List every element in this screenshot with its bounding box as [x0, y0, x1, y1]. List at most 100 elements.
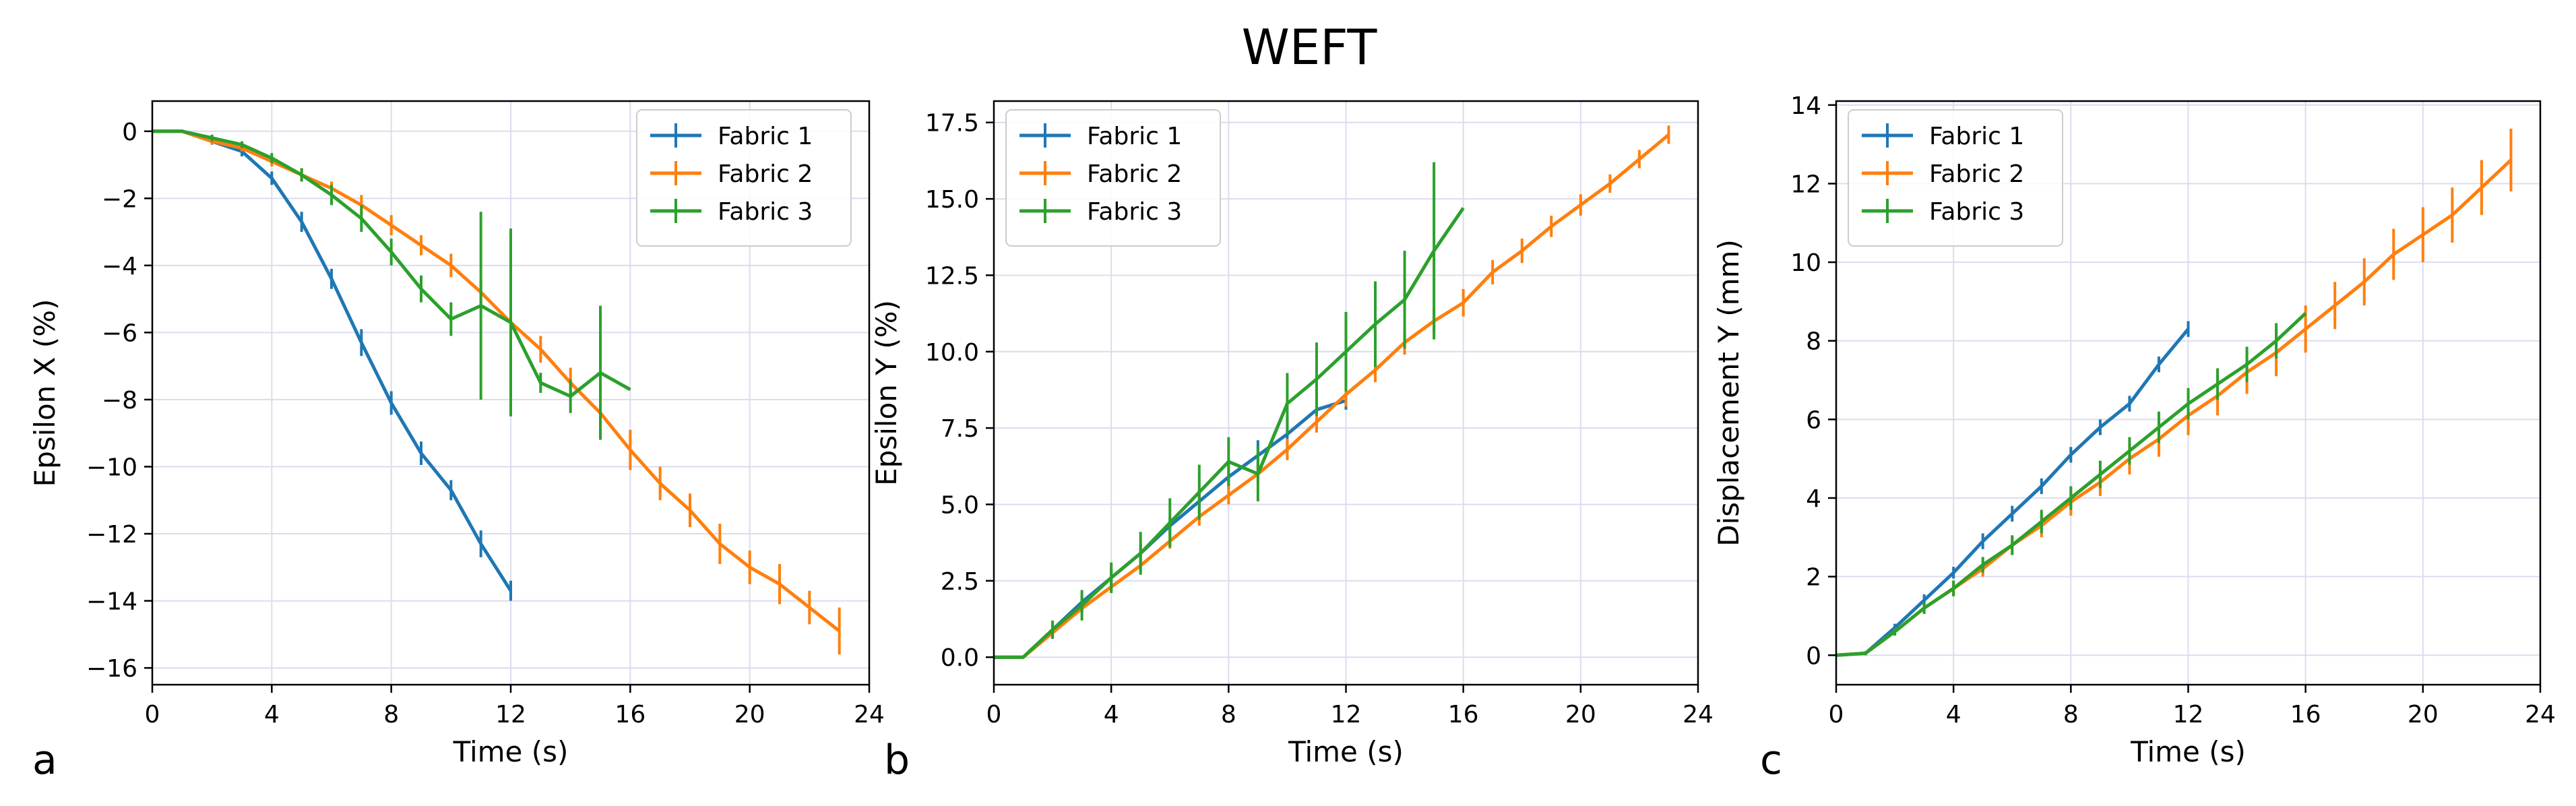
x-tick-label: 4	[264, 701, 280, 728]
panel-b: 0 4 8 12 16 20 24 0.0 2.5 5.0 7.5 10.0 12.5 15.0 17.5 T…	[870, 100, 1714, 784]
data-point	[480, 305, 482, 307]
y-tick-label: 5.0	[941, 491, 979, 519]
y-tick-label: 17.5	[925, 110, 979, 137]
panel-label: c	[1760, 737, 1782, 784]
legend-label: Fabric 1	[1929, 123, 2024, 150]
x-tick-label: 16	[2290, 701, 2321, 728]
legend: Fabric 1 Fabric 2 Fabric 3	[636, 109, 852, 247]
y-tick-label: 12.5	[925, 262, 979, 290]
series-line	[994, 133, 1670, 659]
y-tick-label: 4	[1806, 485, 1821, 513]
figure-title: WEFT	[1242, 19, 1378, 75]
x-tick-label: 0	[986, 701, 1002, 728]
x-axis-label: Time (s)	[453, 735, 569, 768]
data-point	[2158, 364, 2160, 365]
panel-label: a	[32, 737, 57, 784]
legend-label: Fabric 1	[1087, 123, 1182, 150]
data-point	[480, 543, 482, 545]
data-point	[1286, 403, 1288, 404]
data-point	[2393, 253, 2394, 255]
y-tick-label: 15.0	[925, 186, 979, 214]
data-point	[2451, 214, 2453, 216]
data-point	[1668, 134, 1669, 135]
x-tick-label: 12	[495, 701, 526, 728]
y-tick-label: −2	[102, 185, 137, 213]
y-axis-label: Epsilon Y (%)	[870, 300, 903, 486]
series-3	[994, 162, 1465, 659]
legend: Fabric 1 Fabric 2 Fabric 3	[1848, 109, 2063, 247]
data-point	[1580, 204, 1581, 206]
x-tick-label: 8	[383, 701, 399, 728]
legend-label: Fabric 3	[1929, 198, 2024, 226]
y-tick-label: 12	[1790, 170, 1821, 198]
y-tick-label: −4	[102, 253, 137, 280]
data-point	[241, 144, 243, 146]
x-tick-label: 16	[615, 701, 646, 728]
data-point	[1023, 656, 1024, 658]
panel-label: b	[884, 737, 910, 784]
legend-label: Fabric 2	[1929, 160, 2024, 188]
x-tick-label: 12	[1331, 701, 1362, 728]
x-tick-label: 24	[1683, 701, 1714, 728]
y-axis-label: Displacement Y (mm)	[1712, 239, 1745, 547]
data-point	[2158, 427, 2160, 428]
legend-label: Fabric 2	[718, 160, 813, 188]
x-tick-label: 20	[2408, 701, 2439, 728]
series-2	[994, 125, 1670, 659]
data-point	[420, 453, 422, 454]
y-tick-label: 7.5	[941, 415, 979, 443]
y-axis-label: Epsilon X (%)	[28, 299, 61, 487]
x-axis-label: Time (s)	[2130, 735, 2246, 768]
data-point	[420, 288, 422, 290]
data-point	[1140, 553, 1141, 554]
y-tick-label: 6	[1806, 406, 1821, 434]
data-point	[1081, 604, 1083, 606]
data-point	[360, 342, 362, 343]
panel-a: 0 4 8 12 16 20 24 0 −2 −4 −6 −8 −10 −12 −14 −16 Time (s)…	[28, 100, 885, 784]
legend-label: Fabric 3	[1087, 198, 1182, 226]
y-tick-label: −12	[86, 521, 137, 549]
data-point	[2129, 450, 2130, 452]
x-tick-label: 8	[2063, 701, 2079, 728]
legend-label: Fabric 3	[718, 198, 813, 226]
y-tick-label: −16	[86, 655, 137, 683]
data-point	[1375, 323, 1376, 325]
y-tick-label: −14	[86, 588, 137, 616]
x-axis-label: Time (s)	[1288, 735, 1404, 768]
y-tick-label: −10	[86, 454, 137, 481]
x-tick-label: 24	[854, 701, 885, 728]
series-3	[1836, 312, 2307, 657]
x-tick-label: 0	[145, 701, 160, 728]
x-tick-label: 4	[1946, 701, 1961, 728]
data-point	[1953, 588, 1954, 589]
y-tick-label: −8	[102, 387, 137, 414]
x-tick-label: 12	[2173, 701, 2204, 728]
data-point	[2275, 340, 2277, 342]
data-point	[2041, 521, 2042, 522]
y-tick-label: 8	[1806, 328, 1821, 356]
data-point	[1316, 421, 1317, 423]
data-point	[540, 348, 541, 350]
y-tick-label: 0	[1806, 642, 1821, 670]
x-tick-label: 20	[734, 701, 765, 728]
data-point	[809, 607, 810, 609]
y-tick-label: 10	[1790, 249, 1821, 277]
data-point	[1404, 299, 1406, 301]
y-tick-label: 2	[1806, 564, 1821, 592]
series-1	[1836, 321, 2190, 657]
x-tick-label: 8	[1221, 701, 1236, 728]
x-tick-label: 4	[1104, 701, 1119, 728]
legend-label: Fabric 1	[718, 123, 813, 150]
y-tick-label: 2.5	[941, 568, 979, 596]
y-tick-label: 0	[122, 119, 137, 146]
data-point	[2305, 328, 2306, 330]
data-point	[1286, 449, 1288, 450]
data-point	[1982, 540, 1984, 542]
x-tick-label: 20	[1565, 701, 1596, 728]
data-point	[420, 245, 422, 246]
x-tick-label: 24	[2525, 701, 2556, 728]
y-tick-label: −6	[102, 319, 137, 347]
